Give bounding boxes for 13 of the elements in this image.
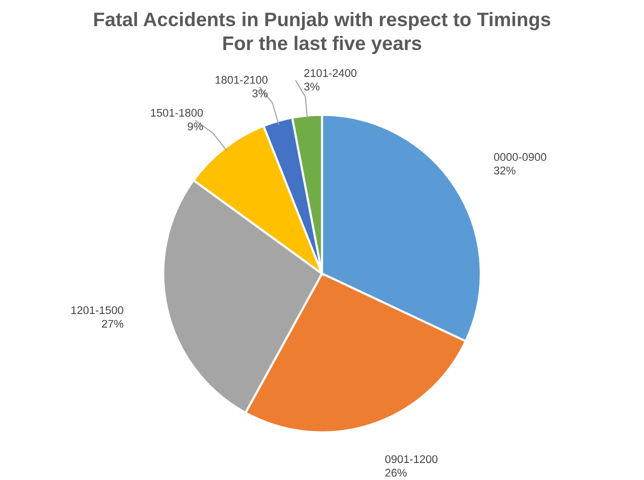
slice-label: 1201-1500	[71, 306, 124, 314]
slice-label: 0000-0900	[494, 153, 546, 161]
slice-label: 2101-2400	[304, 69, 356, 77]
slice-label: 1801-2100	[216, 76, 268, 84]
chart-title: Fatal Accidents in Punjab with respect to Timings For the last five years	[94, 12, 550, 54]
data-label: 27%	[102, 320, 124, 328]
data-label: 9%	[188, 122, 203, 130]
data-label: 32%	[494, 166, 516, 174]
data-label: 3%	[252, 89, 268, 98]
slice-label: 1501-1800	[151, 108, 203, 117]
data-label: 3%	[304, 82, 320, 91]
data-label: 26%	[385, 468, 407, 477]
slice-label: 0901-1200	[385, 455, 438, 464]
